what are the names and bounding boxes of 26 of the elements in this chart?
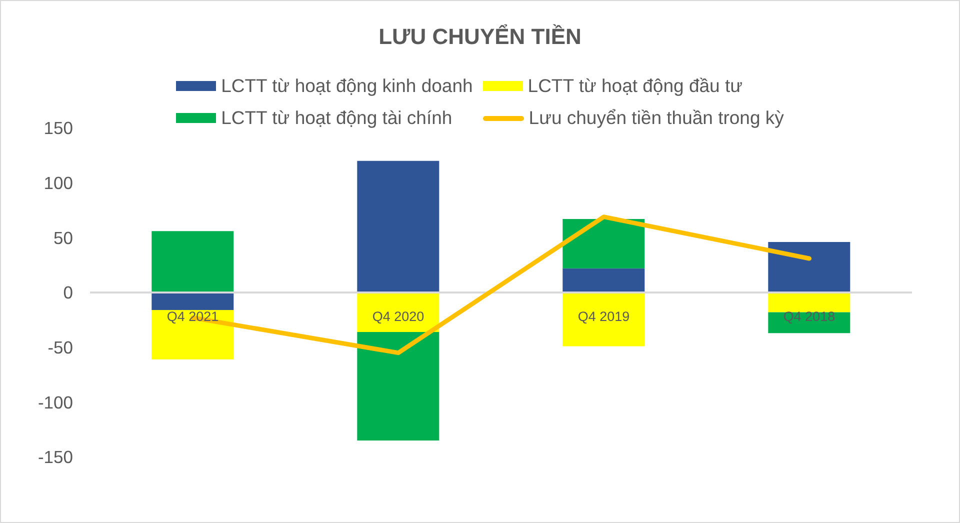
bar <box>562 268 645 292</box>
bar <box>357 160 440 292</box>
y-tick-label: -50 <box>48 338 74 358</box>
bar <box>152 231 234 292</box>
x-tick-label: Q4 2020 <box>372 309 424 324</box>
bar <box>768 242 850 292</box>
bar <box>768 292 850 312</box>
bar <box>562 219 645 268</box>
legend-label: LCTT từ hoạt động kinh doanh <box>221 75 473 97</box>
x-tick-label: Q4 2018 <box>783 309 836 324</box>
y-tick-label: -100 <box>38 392 74 412</box>
y-tick-label: -150 <box>38 447 74 468</box>
bar <box>152 310 234 360</box>
legend-label: LCTT từ hoạt động đầu tư <box>528 75 742 97</box>
legend-label: LCTT từ hoạt động tài chính <box>221 107 452 129</box>
bar <box>562 292 645 346</box>
bar <box>152 292 234 310</box>
y-tick-label: 50 <box>54 228 74 248</box>
y-tick-label: 100 <box>44 173 74 194</box>
x-tick-label: Q4 2019 <box>578 309 630 324</box>
bar <box>357 332 440 441</box>
legend-label: Lưu chuyển tiền thuần trong kỳ <box>528 107 784 129</box>
y-tick-label: 150 <box>44 118 74 138</box>
x-tick-label: Q4 2021 <box>166 309 219 324</box>
y-tick-label: 0 <box>63 282 74 303</box>
chart-title: LƯU CHUYỂN TIỀN <box>378 23 582 51</box>
